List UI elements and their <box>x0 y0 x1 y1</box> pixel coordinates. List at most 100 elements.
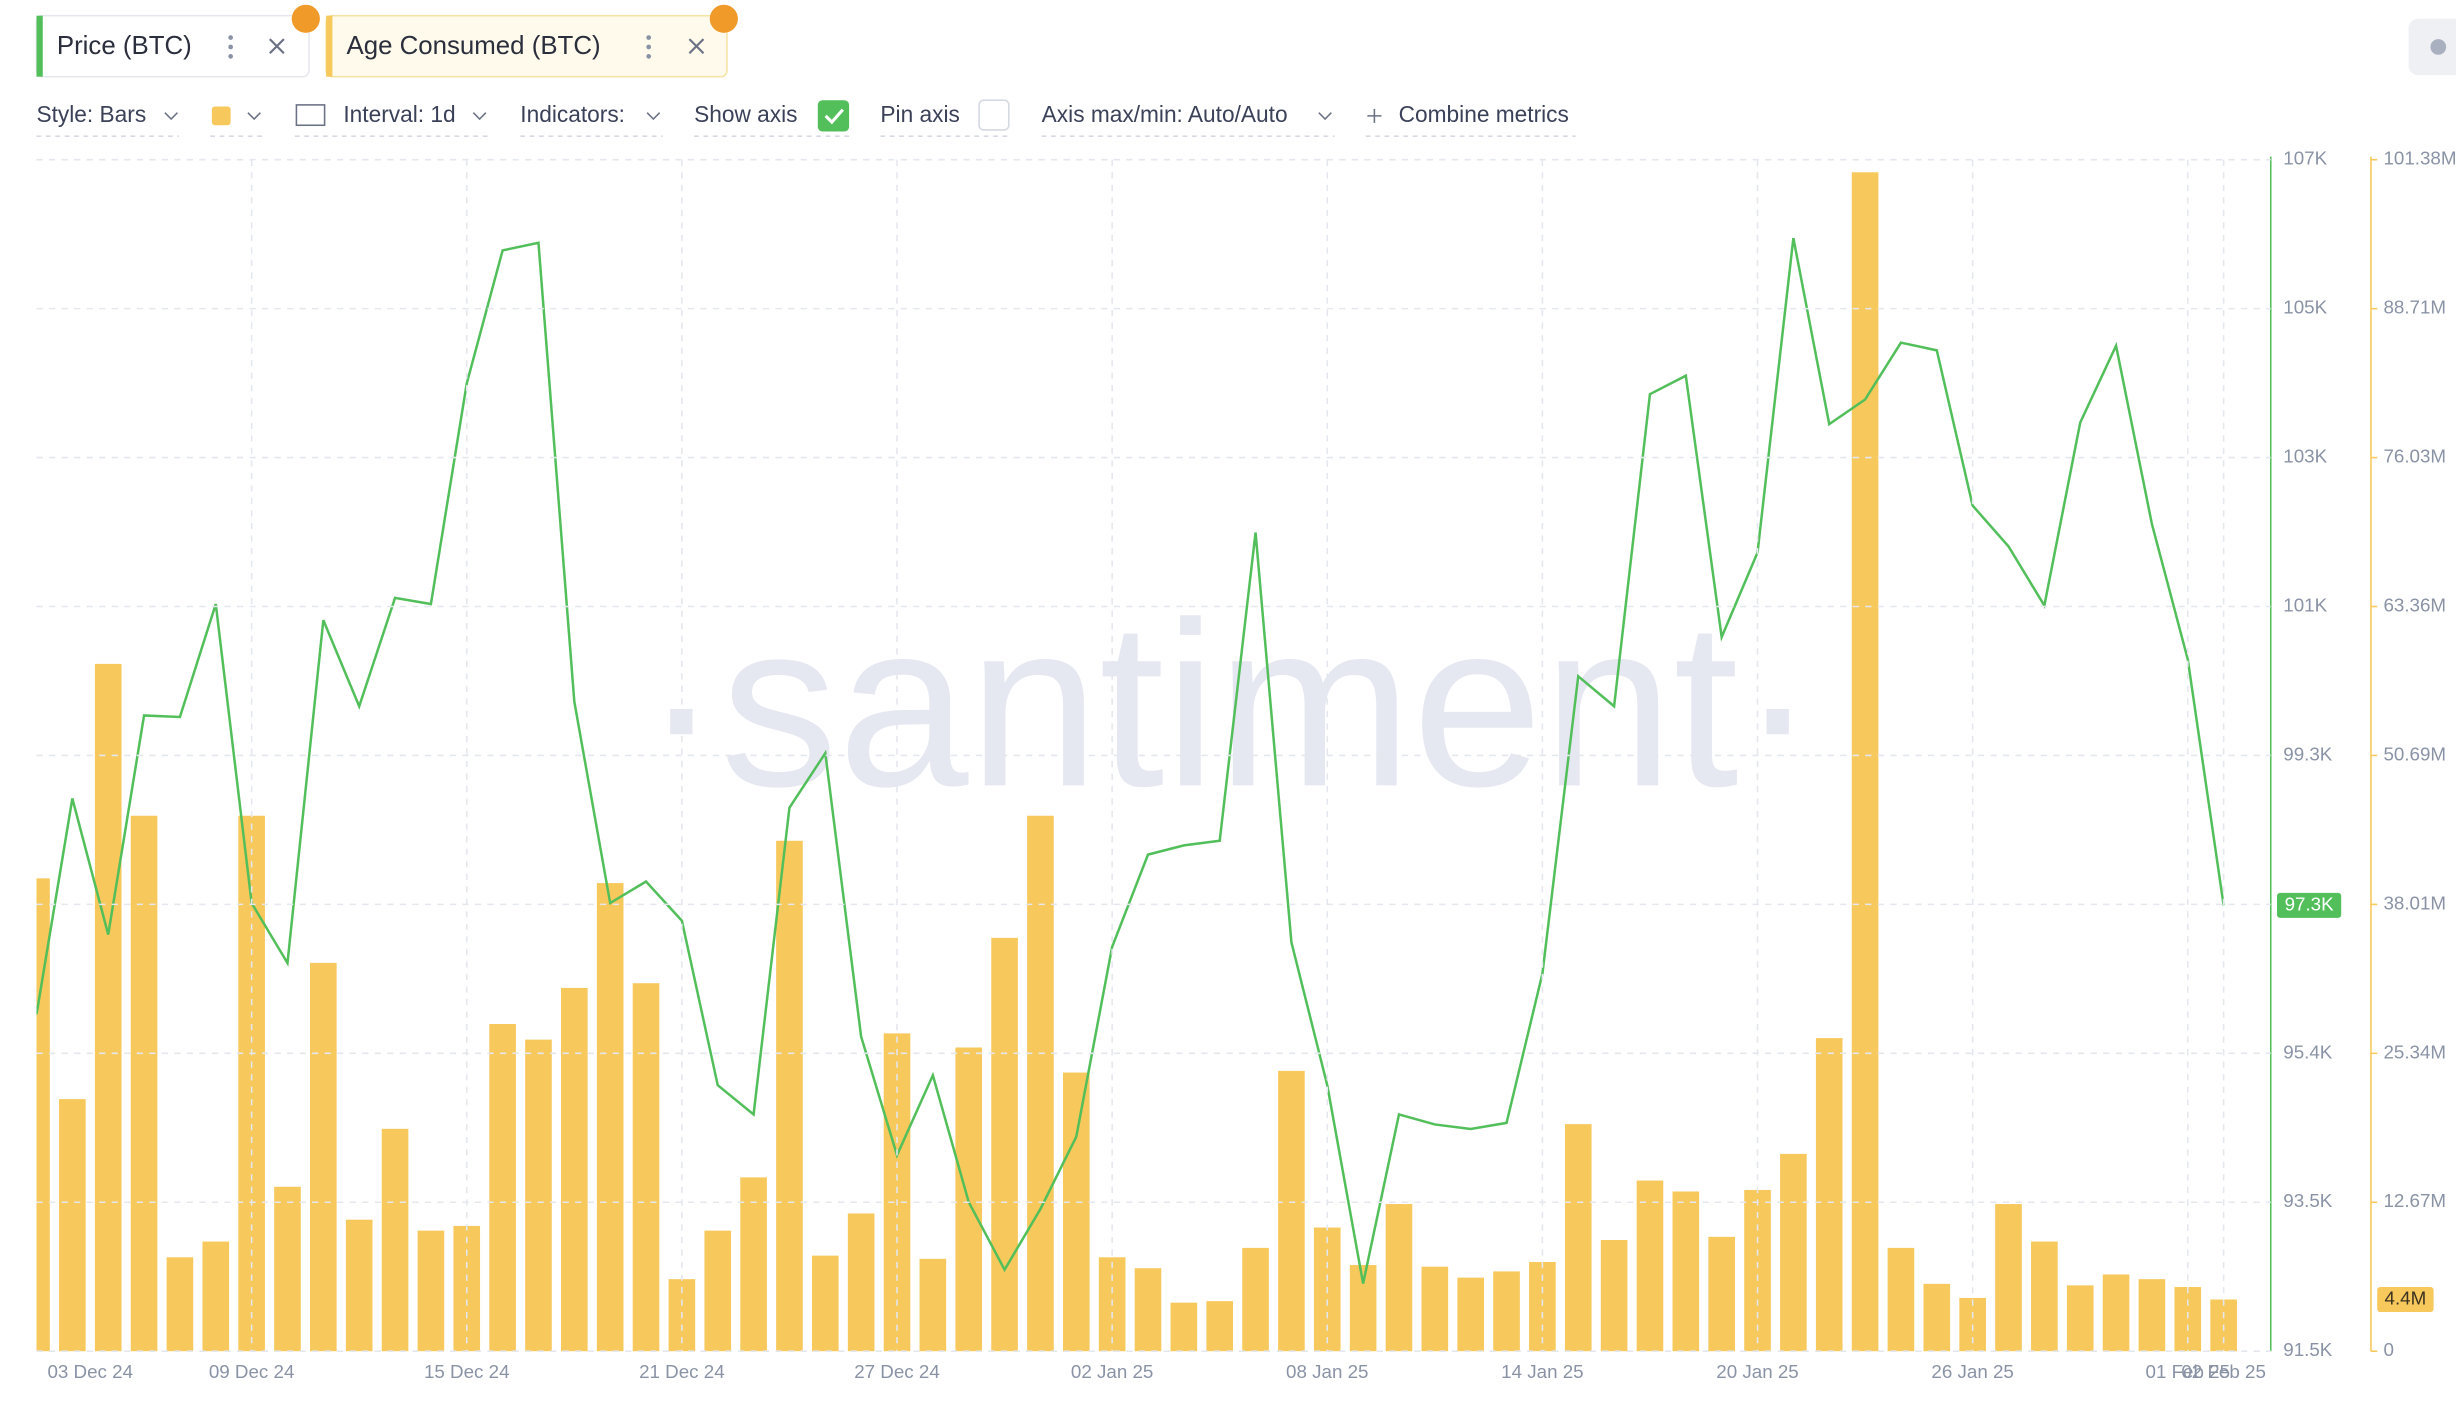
bar <box>1995 1204 2022 1352</box>
x-tick-label: 02 Jan 25 <box>1071 1361 1153 1382</box>
bar <box>1278 1070 1305 1352</box>
axis-minmax-dropdown[interactable]: Axis max/min: Auto/Auto <box>1042 101 1288 127</box>
y2-tick-label: 88.71M <box>2383 297 2446 318</box>
bar <box>202 1241 230 1352</box>
bar <box>166 1257 194 1352</box>
bar <box>1385 1204 1413 1352</box>
color-picker[interactable] <box>211 106 231 126</box>
last-value-badge <box>2377 1286 2434 1313</box>
x-tick-label: 03 Dec 24 <box>47 1361 133 1382</box>
bar <box>1887 1247 1915 1352</box>
pin-axis-label: Pin axis <box>880 101 959 127</box>
bar <box>776 840 803 1352</box>
x-tick-label: 21 Dec 24 <box>639 1361 725 1382</box>
x-tick-label: 08 Jan 25 <box>1286 1361 1368 1382</box>
y2-tick-label: 25.34M <box>2383 1041 2446 1062</box>
bar <box>632 983 660 1352</box>
x-tick-label: 20 Jan 25 <box>1716 1361 1798 1382</box>
bar <box>1421 1266 1449 1352</box>
chevron <box>247 112 261 121</box>
bar <box>1708 1236 1735 1352</box>
bar <box>1923 1283 1951 1352</box>
bar <box>2031 1241 2058 1352</box>
chevron <box>164 112 178 121</box>
bar <box>1564 1124 1592 1352</box>
bar <box>381 1128 409 1352</box>
bar <box>36 878 50 1352</box>
y-tick-label: 95.4K <box>2283 1041 2333 1062</box>
y2-tick-label: 76.03M <box>2383 446 2446 467</box>
bar <box>1851 172 1879 1352</box>
bar <box>345 1219 373 1352</box>
bar <box>310 962 337 1352</box>
chevron <box>1318 112 1332 121</box>
bar <box>1600 1240 1628 1352</box>
bar <box>704 1230 732 1352</box>
bar <box>811 1255 839 1352</box>
bar <box>274 1186 301 1352</box>
x-tick-label: 14 Jan 25 <box>1501 1361 1583 1382</box>
y-tick-label: 93.5K <box>2283 1190 2333 1211</box>
bar <box>1636 1180 1664 1352</box>
bar <box>1206 1301 1234 1352</box>
bar <box>1493 1271 1520 1352</box>
y2-tick-label: 101.38M <box>2383 148 2456 169</box>
bar <box>417 1230 445 1352</box>
y-tick-label: 103K <box>2283 446 2327 467</box>
last-value-label: 97.3K <box>2285 893 2335 914</box>
tab-label: Age Consumed (BTC) <box>347 32 601 60</box>
bar <box>1815 1038 1843 1352</box>
price-line <box>36 237 2225 1284</box>
chevron <box>646 112 661 121</box>
show-axis-checkbox[interactable] <box>817 100 850 132</box>
y2-tick-label: 12.67M <box>2383 1190 2446 1211</box>
check <box>824 108 845 125</box>
bar <box>2066 1285 2094 1352</box>
interval-dropdown[interactable]: Interval: 1d <box>343 101 455 127</box>
y2-tick-label: 38.01M <box>2383 892 2446 913</box>
bar <box>1780 1153 1807 1352</box>
metric-tab[interactable]: Age Consumed (BTC) <box>325 4 738 78</box>
bar <box>740 1177 767 1352</box>
x-tick-label: 09 Dec 24 <box>209 1361 295 1382</box>
bar <box>94 663 122 1352</box>
bar <box>847 1213 875 1352</box>
y-tick-label: 105K <box>2283 297 2327 318</box>
y-tick-label: 101K <box>2283 594 2327 615</box>
bar <box>489 1024 516 1352</box>
indicators-dropdown[interactable]: Indicators: <box>520 101 625 127</box>
x-tick-label: 02 Feb 25 <box>2181 1361 2266 1382</box>
y-tick-label: 107K <box>2283 148 2327 169</box>
bar <box>561 987 588 1352</box>
bar <box>991 937 1018 1352</box>
metric-tab[interactable]: Price (BTC) <box>35 4 320 78</box>
x-tick-label: 01 Feb 25 <box>2146 1361 2231 1382</box>
y-tick-label: 99.3K <box>2283 743 2333 764</box>
bar <box>1457 1277 1484 1352</box>
pin-axis-checkbox[interactable] <box>978 99 1010 131</box>
combine-metrics-button[interactable]: Combine metrics <box>1399 101 1569 127</box>
x-tick-label: 15 Dec 24 <box>424 1361 510 1382</box>
y2-tick-label: 0 <box>2383 1339 2393 1360</box>
icon <box>295 104 326 127</box>
bar <box>59 1099 86 1352</box>
bar <box>130 815 158 1352</box>
bar <box>2138 1279 2166 1352</box>
show-axis-label: Show axis <box>694 101 797 127</box>
x-tick-label: 27 Dec 24 <box>854 1361 940 1382</box>
y2-tick-label: 50.69M <box>2383 743 2446 764</box>
watermark: ·santiment· <box>642 572 1817 835</box>
bar <box>1170 1302 1198 1352</box>
style-dropdown[interactable]: Style: Bars <box>37 101 147 127</box>
bar <box>525 1039 552 1352</box>
plus-icon <box>1367 108 1382 123</box>
bar <box>919 1258 947 1352</box>
bar <box>1242 1247 1269 1352</box>
bar <box>1027 815 1054 1352</box>
chevron <box>472 112 487 121</box>
icon <box>2430 39 2447 55</box>
y-tick-label: 91.5K <box>2283 1339 2333 1360</box>
bar <box>1062 1072 1090 1352</box>
bar <box>596 883 624 1352</box>
